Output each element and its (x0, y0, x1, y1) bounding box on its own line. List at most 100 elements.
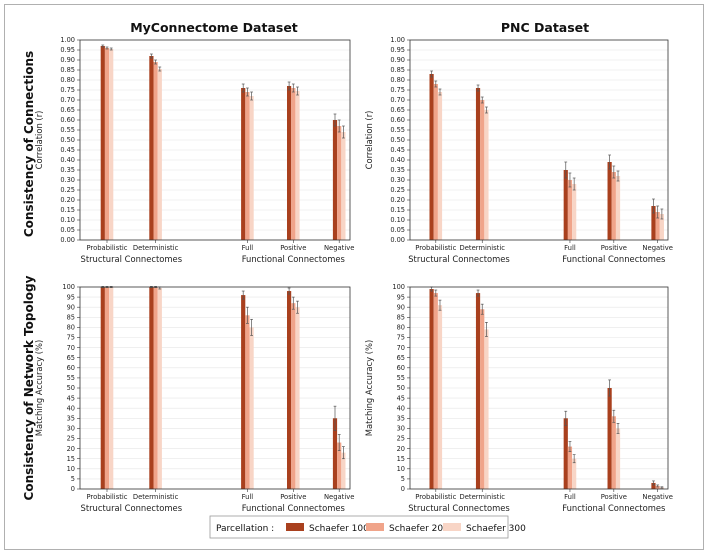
y-tick-label: 90 (397, 303, 405, 311)
y-tick-label: 95 (397, 293, 405, 301)
y-tick-label: 80 (67, 324, 75, 332)
y-tick-label: 0.70 (390, 96, 405, 104)
bar-deterministic-schaefer-100 (149, 56, 154, 240)
y-tick-label: 0.85 (60, 66, 75, 74)
legend-swatch-schaefer-100 (286, 523, 304, 531)
x-tick-label-full: Full (564, 244, 576, 252)
y-tick-label: 0.50 (60, 136, 75, 144)
bar-deterministic-schaefer-200 (480, 100, 485, 240)
y-tick-label: 20 (397, 445, 405, 453)
y-tick-label: 0.05 (390, 226, 405, 234)
y-tick-label: 25 (397, 435, 405, 443)
y-tick-label: 0.95 (390, 46, 405, 54)
bar-full-schaefer-300 (249, 327, 254, 489)
legend-label: Parcellation : (216, 524, 274, 534)
bar-negative-schaefer-100 (332, 120, 338, 240)
x-tick-label-deterministic: Deterministic (133, 244, 179, 252)
axes-frame (409, 286, 669, 490)
x-tick-label-deterministic: Deterministic (133, 493, 179, 501)
bar-deterministic-schaefer-300 (157, 288, 162, 489)
bar-positive-schaefer-300 (295, 91, 300, 240)
legend: Parcellation : Schaefer 100 Schaefer 200… (209, 515, 526, 539)
y-tick-label: 0.90 (60, 56, 75, 64)
x-tick-label-full: Full (564, 493, 576, 501)
group-label-functional-connectomes: Functional Connectomes (562, 503, 665, 513)
y-tick-label: 0.65 (60, 106, 75, 114)
y-tick-label: 0.75 (60, 86, 75, 94)
column-title-myconnectome: MyConnectome Dataset (130, 20, 298, 35)
x-tick-label-probabilistic: Probabilistic (415, 493, 456, 501)
bar-negative-schaefer-200 (337, 126, 342, 240)
y-tick-label: 0.15 (390, 206, 405, 214)
y-tick-label: 5 (71, 475, 75, 483)
bar-probabilistic-schaefer-200 (433, 84, 438, 240)
bar-full-schaefer-100 (241, 295, 246, 489)
y-tick-label: 30 (397, 425, 405, 433)
y-tick-label: 0.20 (390, 196, 405, 204)
bar-positive-schaefer-200 (291, 88, 296, 240)
y-tick-label: 0.20 (60, 196, 75, 204)
y-tick-label: 80 (397, 324, 405, 332)
bar-full-schaefer-100 (241, 88, 246, 240)
y-tick-label: 40 (67, 404, 75, 412)
bar-probabilistic-schaefer-200 (433, 293, 438, 489)
y-tick-label: 0.30 (390, 176, 405, 184)
y-tick-label: 0.60 (390, 116, 405, 124)
bar-full-schaefer-200 (245, 92, 250, 240)
panel-3: 0 5 10 15 20 25 30 35 40 45 50 55 60 65 70 75 80 85 90 95 10… (34, 283, 354, 513)
y-tick-label: 60 (397, 364, 405, 372)
y-tick-label: 0 (71, 485, 75, 493)
bar-deterministic-schaefer-300 (484, 110, 489, 240)
bar-probabilistic-schaefer-100 (429, 289, 434, 489)
column-title-pnc: PNC Dataset (501, 20, 589, 35)
y-tick-label: 75 (397, 334, 405, 342)
y-tick-label: 45 (397, 394, 405, 402)
bar-negative-schaefer-300 (341, 132, 346, 240)
bar-probabilistic-schaefer-300 (109, 287, 114, 489)
y-tick-label: 15 (397, 455, 405, 463)
legend-entry-schaefer-200: Schaefer 200 (389, 524, 449, 534)
y-tick-label: 50 (67, 384, 75, 392)
y-tick-label: 60 (67, 364, 75, 372)
y-tick-label: 85 (67, 314, 75, 322)
y-tick-label: 0.85 (390, 66, 405, 74)
axes-frame (79, 39, 351, 241)
legend-entry-schaefer-100: Schaefer 100 (309, 524, 369, 534)
row-title-connections: Consistency of Connections (22, 51, 36, 237)
legend-box (209, 515, 509, 539)
y-tick-label: 0.25 (390, 186, 405, 194)
bar-probabilistic-schaefer-300 (109, 49, 114, 240)
bar-positive-schaefer-200 (611, 172, 616, 240)
panel-2: 0.00 0.05 0.10 0.15 0.20 0.25 0.30 0.35 0.40 0.45… (364, 36, 673, 264)
y-tick-label: 0.45 (390, 146, 405, 154)
y-tick-label: 0.05 (60, 226, 75, 234)
y-tick-label: 85 (397, 314, 405, 322)
bar-negative-schaefer-100 (651, 206, 656, 240)
y-tick-label: 15 (67, 455, 75, 463)
y-tick-label: 0.40 (60, 156, 75, 164)
y-tick-label: 0.35 (390, 166, 405, 174)
y-tick-label: 55 (397, 374, 405, 382)
bar-positive-schaefer-300 (615, 176, 621, 240)
bar-deterministic-schaefer-100 (149, 287, 154, 489)
bar-probabilistic-schaefer-200 (104, 48, 110, 240)
y-tick-label: 75 (67, 334, 75, 342)
panel-1: 0.00 0.05 0.10 0.15 0.20 0.25 0.30 0.35 0.40 0.45… (34, 36, 354, 264)
y-tick-label: 0.60 (60, 116, 75, 124)
x-tick-label-positive: Positive (280, 244, 306, 252)
bar-probabilistic-schaefer-100 (100, 46, 105, 240)
y-tick-label: 40 (397, 404, 405, 412)
group-label-functional-connectomes: Functional Connectomes (562, 254, 665, 264)
y-tick-label: 0.65 (390, 106, 405, 114)
axes-frame (79, 286, 351, 490)
group-label-structural-connectomes: Structural Connectomes (408, 503, 510, 513)
y-tick-label: 65 (397, 354, 405, 362)
group-label-structural-connectomes: Structural Connectomes (408, 254, 510, 264)
x-tick-label-negative: Negative (642, 493, 673, 501)
x-tick-label-full: Full (242, 493, 254, 501)
x-tick-label-probabilistic: Probabilistic (86, 493, 127, 501)
y-tick-label: 50 (397, 384, 405, 392)
row-title-topology: Consistency of Network Topology (22, 275, 36, 500)
x-tick-label-negative: Negative (642, 244, 673, 252)
y-axis-label: Correlation (r) (364, 111, 374, 170)
